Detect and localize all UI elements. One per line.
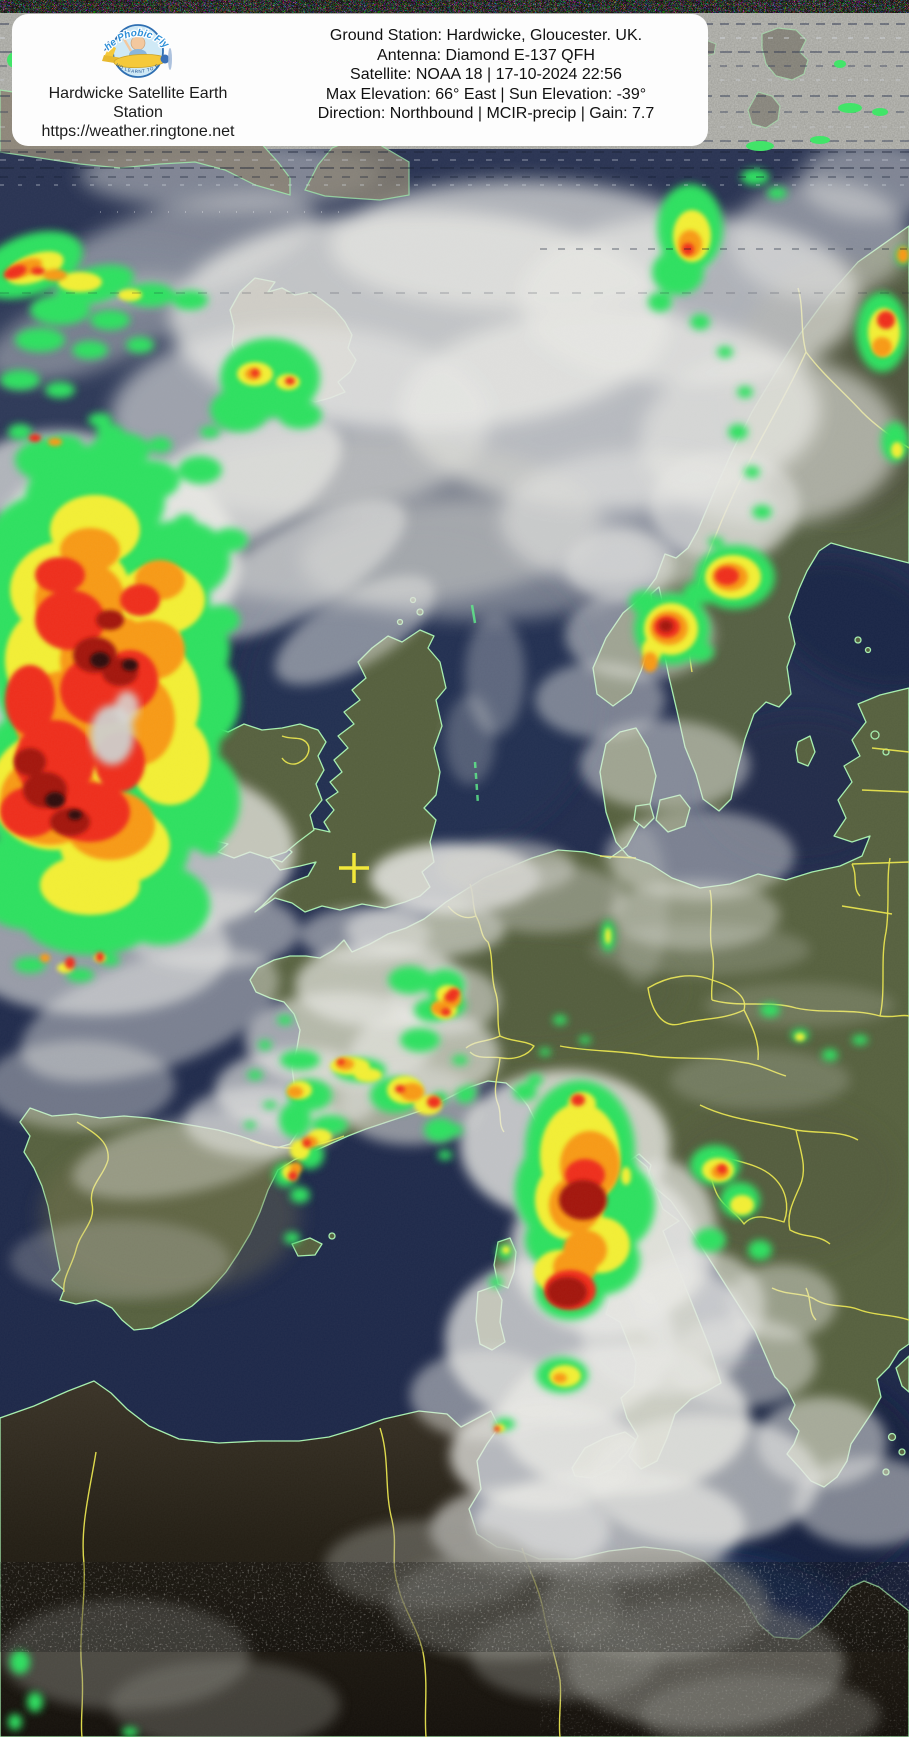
phobic-flyer-logo: The Phobic Flyer WHO LEARNT TO FLY — [90, 19, 172, 78]
station-website: https://weather.ringtone.net — [41, 123, 235, 140]
plane-tailfin-icon — [104, 41, 114, 51]
station-identity: The Phobic Flyer WHO LEARNT TO FLY Hardw… — [12, 14, 264, 146]
pilot-hair-icon — [131, 36, 145, 40]
pilot-arm-icon — [122, 38, 133, 52]
station-name-line1: Hardwicke Satellite Earth — [48, 85, 228, 102]
station-name-line2: Station — [113, 104, 163, 121]
info-ground-station: Ground Station: Hardwicke, Gloucester. U… — [329, 27, 643, 44]
info-antenna: Antenna: Diamond E-137 QFH — [377, 46, 595, 64]
station-info-card: The Phobic Flyer WHO LEARNT TO FLY Hardw… — [12, 14, 708, 146]
info-satellite-datetime: Satellite: NOAA 18 | 17-10-2024 22:56 — [350, 66, 622, 83]
plane-tail-icon — [105, 45, 116, 59]
plane-propeller-icon — [168, 48, 172, 70]
station-name: Hardwicke Satellite Earth Station — [49, 84, 228, 122]
info-elevation: Max Elevation: 66° East | Sun Elevation:… — [325, 85, 647, 103]
plane-nose-icon — [160, 54, 170, 64]
info-direction-gain: Direction: Northbound | MCIR-precip | Ga… — [317, 105, 655, 122]
pass-details: Ground Station: Hardwicke, Gloucester. U… — [264, 14, 708, 146]
